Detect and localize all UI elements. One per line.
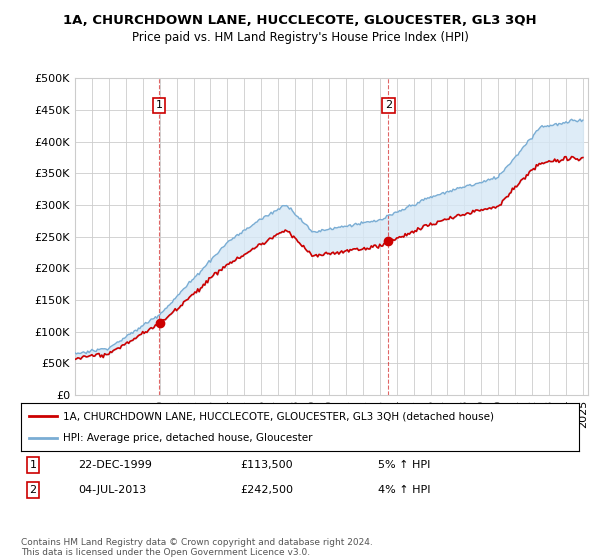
Text: 4% ↑ HPI: 4% ↑ HPI [378, 485, 431, 495]
Text: £242,500: £242,500 [240, 485, 293, 495]
Text: 2: 2 [29, 485, 37, 495]
Text: 22-DEC-1999: 22-DEC-1999 [78, 460, 152, 470]
Text: £113,500: £113,500 [240, 460, 293, 470]
Text: Contains HM Land Registry data © Crown copyright and database right 2024.
This d: Contains HM Land Registry data © Crown c… [21, 538, 373, 557]
Text: 04-JUL-2013: 04-JUL-2013 [78, 485, 146, 495]
Text: 1A, CHURCHDOWN LANE, HUCCLECOTE, GLOUCESTER, GL3 3QH: 1A, CHURCHDOWN LANE, HUCCLECOTE, GLOUCES… [63, 14, 537, 27]
Text: 5% ↑ HPI: 5% ↑ HPI [378, 460, 430, 470]
Text: HPI: Average price, detached house, Gloucester: HPI: Average price, detached house, Glou… [63, 433, 313, 443]
Text: 1: 1 [29, 460, 37, 470]
Text: Price paid vs. HM Land Registry's House Price Index (HPI): Price paid vs. HM Land Registry's House … [131, 31, 469, 44]
Text: 2: 2 [385, 100, 392, 110]
Text: 1: 1 [155, 100, 163, 110]
Text: 1A, CHURCHDOWN LANE, HUCCLECOTE, GLOUCESTER, GL3 3QH (detached house): 1A, CHURCHDOWN LANE, HUCCLECOTE, GLOUCES… [63, 411, 494, 421]
